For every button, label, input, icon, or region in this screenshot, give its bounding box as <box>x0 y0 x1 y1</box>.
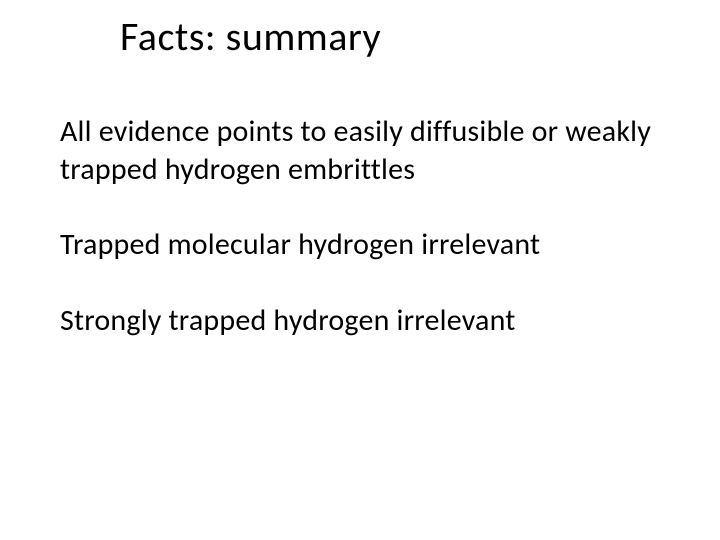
body-paragraph: Strongly trapped hydrogen irrelevant <box>60 302 660 340</box>
body-paragraph: All evidence points to easily diffusible… <box>60 113 660 188</box>
slide-title: Facts: summary <box>120 12 660 61</box>
slide-container: Facts: summary All evidence points to ea… <box>0 0 720 540</box>
body-paragraph: Trapped molecular hydrogen irrelevant <box>60 226 660 264</box>
slide-body: All evidence points to easily diffusible… <box>60 113 660 339</box>
